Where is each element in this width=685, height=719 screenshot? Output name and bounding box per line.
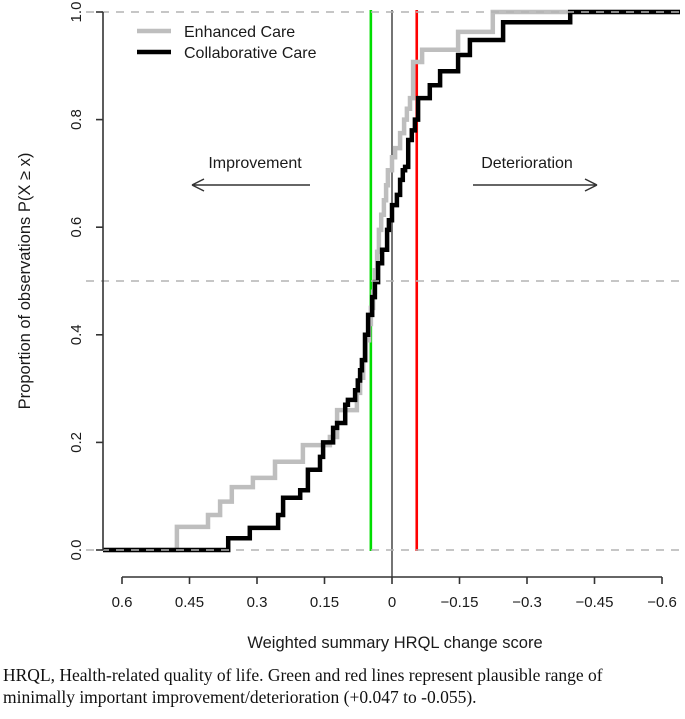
annotation-deterioration: Deterioration [473,155,598,192]
caption-line-1: HRQL, Health-related quality of life. Gr… [3,665,603,685]
legend-label-collaborative-care: Collaborative Care [184,45,317,62]
x-tick-label: −0.45 [576,594,614,611]
deterioration-arrow-right-icon [473,178,598,192]
x-tick-label: −0.6 [647,594,677,611]
improvement-label: Improvement [208,155,302,172]
x-tick-label: −0.15 [441,594,479,611]
ecdf-chart: 0.6 0.45 0.3 0.15 0 −0.15 −0.3 −0.45 −0.6 0.0 0.2… [16,2,682,652]
figure-caption: HRQL, Health-related quality of life. Gr… [3,664,681,708]
deterioration-label: Deterioration [481,155,573,172]
annotation-improvement: Improvement [191,155,310,192]
x-axis: 0.6 0.45 0.3 0.15 0 −0.15 −0.3 −0.45 −0.6 [112,576,677,611]
series-collaborative-care [103,9,680,553]
x-tick-label: 0.15 [310,594,339,611]
y-tick-label: 0.0 [68,540,85,561]
improvement-arrow-left-icon [191,178,310,192]
y-tick-label: 0.2 [68,432,85,453]
y-tick-label: 0.6 [68,217,85,238]
x-tick-label: −0.3 [512,594,542,611]
y-tick-label: 0.4 [68,324,85,345]
legend-label-enhanced-care: Enhanced Care [184,24,295,41]
y-tick-label: 1.0 [68,2,85,23]
x-tick-label: 0 [388,594,396,611]
y-axis: 0.0 0.2 0.4 0.6 0.8 1.0 [68,2,104,561]
vline-layer [369,10,419,577]
x-tick-label: 0.3 [247,594,268,611]
x-tick-label: 0.45 [175,594,204,611]
y-tick-label: 0.8 [68,109,85,130]
x-tick-label: 0.6 [112,594,133,611]
caption-line-2: minimally important improvement/deterior… [3,687,477,707]
x-axis-title: Weighted summary HRQL change score [247,634,542,652]
grid-layer [86,11,682,551]
legend: Enhanced Care Collaborative Care [137,24,317,62]
y-axis-title: Proportion of observations P(X ≥ x) [16,153,34,410]
